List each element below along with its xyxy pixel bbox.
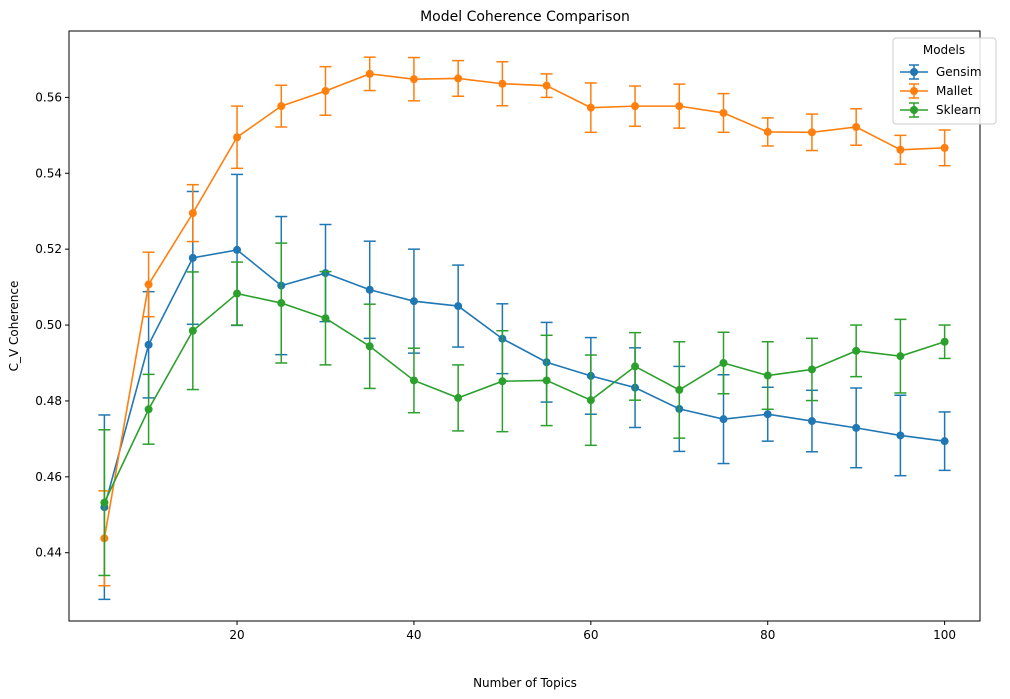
x-tick-label: 80: [760, 628, 775, 642]
data-point-mallet: [542, 81, 551, 90]
series-line-sklearn: [103, 292, 945, 503]
data-point-mallet: [763, 127, 772, 136]
legend: Models Gensim Mallet Sklearn: [892, 37, 997, 125]
data-point-mallet: [675, 102, 684, 111]
chart-title: Model Coherence Comparison: [420, 9, 630, 25]
data-point-sklearn: [852, 346, 861, 355]
data-point-sklearn: [365, 342, 374, 351]
data-point-mallet: [852, 122, 861, 131]
legend-swatch-gensim: [900, 64, 928, 80]
data-point-gensim: [719, 415, 728, 424]
data-point-gensim: [807, 417, 816, 426]
data-point-sklearn: [675, 385, 684, 394]
data-point-mallet: [409, 75, 418, 84]
data-point-sklearn: [409, 376, 418, 385]
data-point-mallet: [498, 79, 507, 88]
data-point-mallet: [940, 143, 949, 152]
data-point-sklearn: [763, 371, 772, 380]
data-point-sklearn: [233, 289, 242, 298]
data-point-gensim: [763, 410, 772, 419]
data-point-sklearn: [586, 396, 595, 405]
data-point-gensim: [188, 253, 197, 262]
data-point-sklearn: [188, 326, 197, 335]
data-point-gensim: [233, 245, 242, 254]
data-point-sklearn: [498, 377, 507, 386]
data-point-sklearn: [144, 405, 153, 414]
legend-label-gensim: Gensim: [936, 65, 982, 79]
legend-swatch-sklearn: [900, 102, 928, 118]
series-sklearn: [98, 242, 951, 577]
data-point-mallet: [586, 103, 595, 112]
y-axis-label: C_V Coherence: [7, 281, 21, 372]
y-tick-label: 0.44: [35, 546, 62, 560]
y-axis: 0.44 0.46 0.48 0.50 0.52 0.54 0.56: [35, 90, 69, 560]
data-point-sklearn: [940, 337, 949, 346]
x-tick-label: 40: [406, 628, 421, 642]
y-tick-label: 0.48: [35, 394, 62, 408]
legend-title: Models: [923, 43, 965, 57]
data-point-mallet: [188, 209, 197, 218]
data-point-mallet: [144, 280, 153, 289]
x-tick-label: 20: [229, 628, 244, 642]
y-tick-label: 0.54: [35, 166, 62, 180]
data-point-sklearn: [807, 365, 816, 374]
data-point-mallet: [321, 86, 330, 95]
plot-area: [98, 56, 951, 601]
legend-entry-mallet: Mallet: [900, 83, 973, 99]
plot-frame: [68, 30, 981, 622]
series-layer: [98, 56, 951, 601]
x-tick-label: 60: [583, 628, 598, 642]
legend-label-sklearn: Sklearn: [936, 103, 981, 117]
data-point-gensim: [852, 423, 861, 432]
data-point-sklearn: [631, 362, 640, 371]
data-point-sklearn: [277, 299, 286, 308]
data-point-sklearn: [719, 358, 728, 367]
data-point-sklearn: [542, 376, 551, 385]
x-axis-label: Number of Topics: [473, 676, 577, 690]
data-point-mallet: [719, 108, 728, 117]
series-mallet: [98, 56, 951, 587]
x-tick-label: 100: [933, 628, 956, 642]
data-point-sklearn: [100, 498, 109, 507]
data-point-sklearn: [896, 352, 905, 361]
data-point-mallet: [807, 128, 816, 137]
data-point-gensim: [365, 285, 374, 294]
data-point-mallet: [631, 102, 640, 111]
legend-entry-sklearn: Sklearn: [900, 102, 981, 118]
data-point-mallet: [365, 69, 374, 78]
legend-entry-gensim: Gensim: [900, 64, 982, 80]
legend-swatch-mallet: [900, 83, 928, 99]
legend-label-mallet: Mallet: [936, 84, 973, 98]
x-axis: 20 40 60 80 100: [229, 621, 956, 642]
legend-entries: Gensim Mallet Sklearn: [900, 64, 982, 118]
y-tick-label: 0.46: [35, 470, 62, 484]
y-tick-label: 0.56: [35, 90, 62, 104]
series-line-gensim: [103, 249, 945, 508]
series-line-mallet: [103, 73, 945, 539]
data-point-gensim: [454, 302, 463, 311]
data-point-mallet: [233, 133, 242, 142]
data-point-sklearn: [321, 314, 330, 323]
data-point-gensim: [144, 340, 153, 349]
data-point-mallet: [454, 74, 463, 83]
data-point-mallet: [277, 102, 286, 111]
data-point-gensim: [896, 431, 905, 440]
data-point-sklearn: [454, 393, 463, 402]
data-point-gensim: [940, 437, 949, 446]
data-point-gensim: [409, 297, 418, 306]
y-tick-label: 0.50: [35, 318, 62, 332]
data-point-mallet: [896, 145, 905, 154]
y-tick-label: 0.52: [35, 242, 62, 256]
